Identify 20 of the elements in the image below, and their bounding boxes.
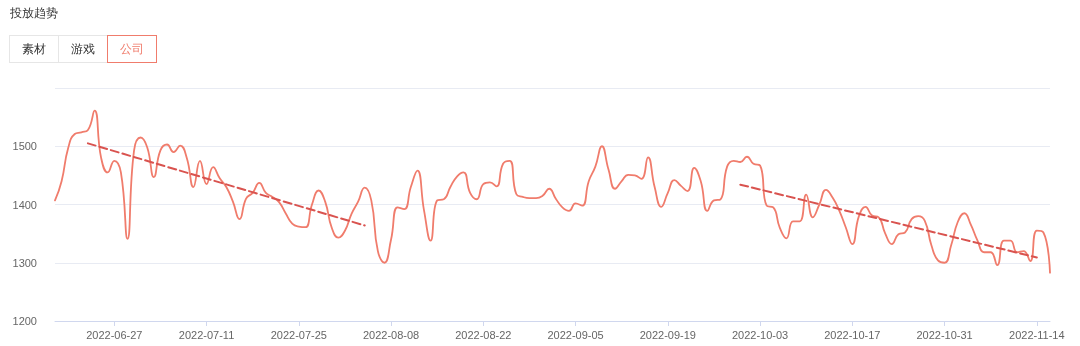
text: 公司 [107,35,157,63]
x-tick-label: 2022-09-19 [639,328,696,341]
x-tick-label: 2022-08-22 [455,328,512,341]
x-tick-label: 2022-06-27 [86,328,143,341]
line-series [54,109,1051,274]
chart-title: 投放趋势 [10,5,58,22]
x-tick-label: 2022-07-11 [178,328,235,341]
x-tick-label: 2022-11-14 [1009,328,1065,341]
text: 素材 [9,35,59,63]
y-tick-label: 1200 [12,315,37,327]
text: 游戏 [58,35,108,63]
y-tick-label: 1300 [12,256,37,269]
x-tick-label: 2022-07-25 [270,328,327,341]
x-tick-label: 2022-10-03 [731,328,789,341]
x-tick-label: 2022-10-17 [824,328,881,341]
x-tick-label: 2022-10-31 [916,328,973,341]
y-tick-label: 1500 [12,140,37,153]
x-tick-label: 2022-08-08 [362,328,420,341]
y-tick-label: 1400 [12,198,37,211]
x-tick-label: 2022-09-05 [547,328,604,341]
